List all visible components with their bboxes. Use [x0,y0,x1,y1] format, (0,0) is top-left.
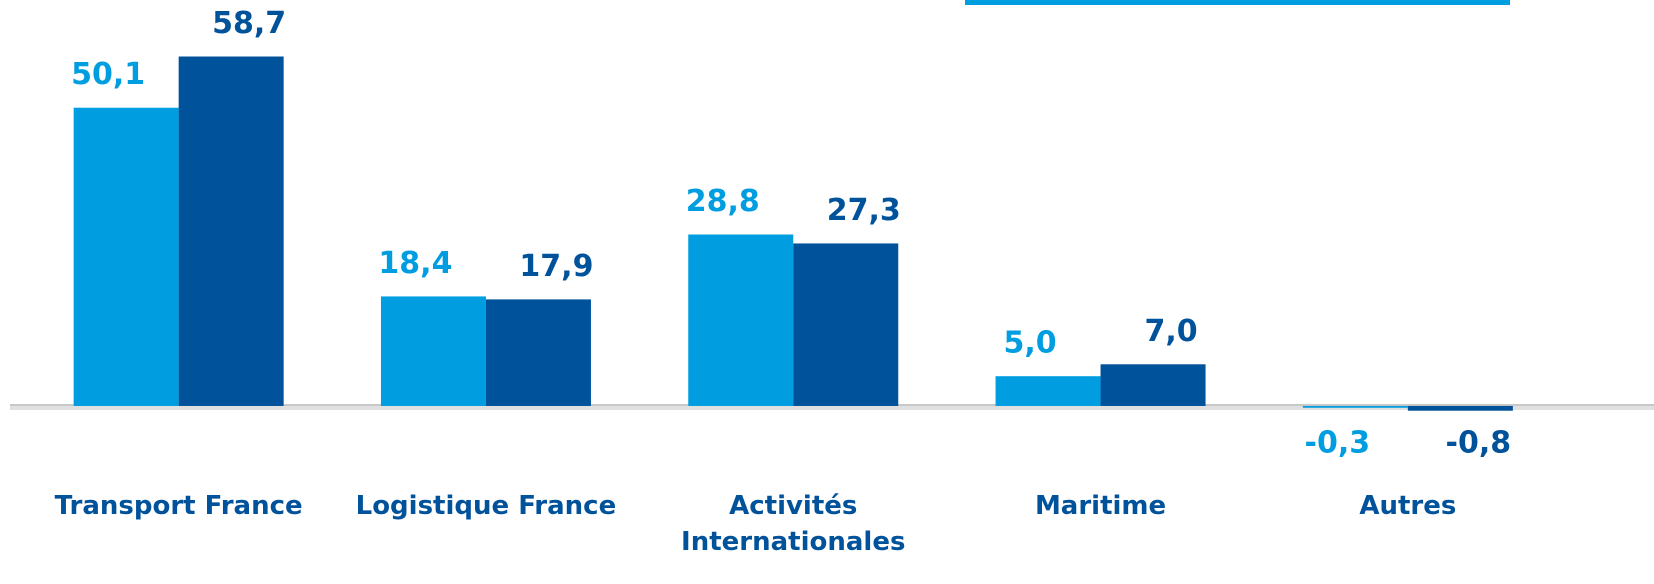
value-label: -0,8 [1446,425,1512,460]
value-label: -0,3 [1305,425,1371,460]
value-label: 7,0 [1144,314,1197,349]
bar [1100,364,1206,406]
bar [793,243,899,406]
bar [688,234,794,406]
x-tick-label: Logistique France [355,491,617,521]
value-label: 28,8 [686,184,760,219]
bar [380,296,486,406]
x-tick-label: Activités Internationales [681,491,906,557]
x-tick-label: Transport France [54,491,303,521]
legend-fragment [965,0,1510,5]
value-label: 27,3 [827,193,901,228]
bar [1302,405,1408,408]
value-label: 50,1 [71,57,145,92]
bar [995,376,1101,406]
x-tick-label: Maritime [1034,491,1167,521]
bar [178,56,284,406]
x-tick-label: Autres [1359,491,1457,521]
value-label: 17,9 [519,249,593,284]
bar [485,299,591,406]
value-label: 18,4 [378,246,452,281]
value-label: 58,7 [212,6,286,41]
bar [73,107,179,406]
value-label: 5,0 [1003,326,1056,361]
bar [1407,405,1513,411]
